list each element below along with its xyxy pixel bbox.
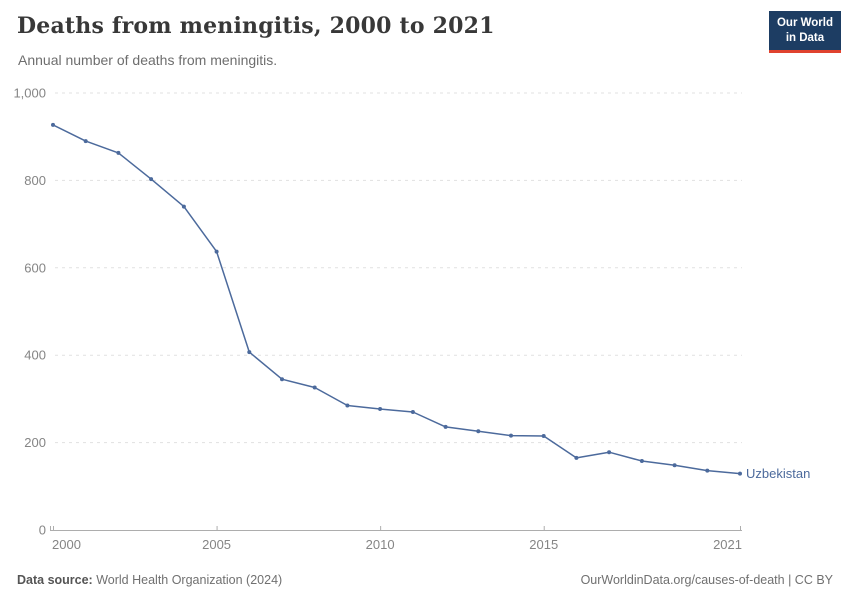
data-point[interactable] — [149, 177, 154, 182]
data-source-label: Data source: — [17, 573, 93, 587]
data-point[interactable] — [639, 459, 644, 463]
page-title: Deaths from meningitis, 2000 to 2021 — [17, 13, 495, 39]
data-source-value: World Health Organization (2024) — [96, 573, 283, 587]
owid-logo: Our World in Data — [768, 11, 841, 53]
x-tick-label: 2000 — [52, 537, 81, 552]
chart-footer: Data source: World Health Organization (… — [17, 573, 833, 587]
data-source: Data source: World Health Organization (… — [17, 573, 282, 587]
data-point[interactable] — [705, 468, 710, 473]
x-tick-label: 2010 — [366, 537, 395, 552]
y-tick-label: 400 — [24, 348, 46, 363]
license-link[interactable]: OurWorldinData.org/causes-of-death | CC … — [580, 573, 833, 587]
data-line-uzbekistan[interactable] — [52, 124, 741, 475]
data-point[interactable] — [509, 433, 513, 438]
data-point[interactable] — [443, 424, 448, 429]
y-tick-label: 800 — [24, 173, 46, 188]
data-point[interactable] — [280, 377, 284, 382]
data-point[interactable] — [247, 350, 252, 355]
data-point[interactable] — [345, 403, 350, 408]
y-tick-label: 1,000 — [13, 86, 46, 101]
data-point[interactable] — [51, 122, 55, 127]
data-point[interactable] — [83, 139, 88, 144]
data-point[interactable] — [607, 450, 612, 455]
x-tick-label: 2015 — [529, 537, 558, 552]
data-point[interactable] — [410, 410, 415, 414]
data-point[interactable] — [181, 204, 186, 209]
owid-logo-line2: in Data — [785, 31, 825, 44]
x-tick-label: 2005 — [202, 537, 231, 552]
y-tick-label: 600 — [24, 260, 46, 275]
y-tick-label: 0 — [39, 523, 46, 538]
data-point[interactable] — [214, 249, 219, 254]
data-point[interactable] — [574, 455, 579, 460]
data-point[interactable] — [476, 429, 481, 434]
data-point[interactable] — [116, 150, 121, 155]
data-point[interactable] — [738, 471, 742, 476]
data-point[interactable] — [541, 434, 546, 438]
x-tick-label: 2021 — [713, 537, 742, 552]
owid-logo-line1: Our World — [776, 17, 833, 29]
chart-subtitle: Annual number of deaths from meningitis. — [18, 52, 278, 68]
data-point[interactable] — [312, 385, 317, 390]
data-point[interactable] — [672, 463, 677, 468]
data-point[interactable] — [378, 407, 383, 411]
entity-label-uzbekistan[interactable]: Uzbekistan — [746, 466, 810, 481]
y-tick-label: 200 — [24, 435, 46, 450]
